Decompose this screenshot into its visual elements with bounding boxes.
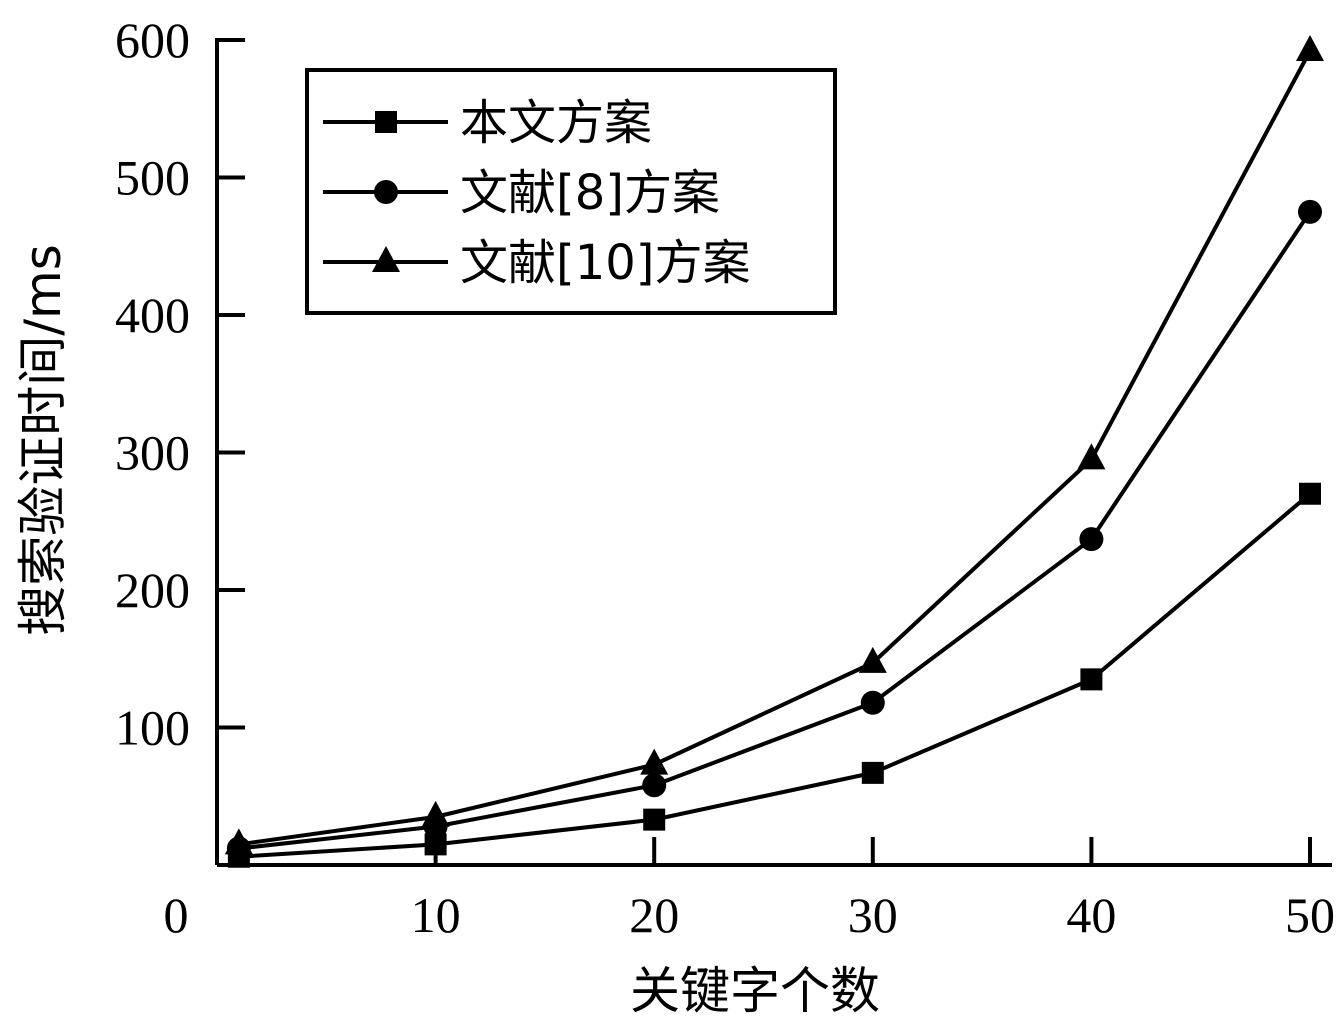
- data-point-triangle: [1077, 443, 1106, 470]
- legend-marker-triangle: [372, 246, 400, 272]
- data-point-circle: [642, 773, 667, 798]
- x-tick-label: 20: [629, 887, 679, 943]
- series-line: [238, 50, 1312, 847]
- data-point-circle: [1079, 527, 1104, 552]
- y-axis-title: 搜索验证时间/ms: [14, 244, 72, 636]
- series-square: [227, 482, 1321, 868]
- y-tick-label: 100: [115, 700, 190, 756]
- series-line: [238, 492, 1312, 859]
- data-point-square: [1299, 482, 1321, 505]
- data-point-square: [643, 808, 666, 831]
- series-layer: [224, 35, 1324, 868]
- data-point-triangle: [858, 646, 887, 673]
- data-point-triangle: [421, 800, 450, 827]
- x-tick-label: 50: [1285, 887, 1335, 943]
- data-point-square: [1080, 668, 1103, 691]
- data-point-triangle: [640, 748, 669, 775]
- y-tick-label: 600: [115, 12, 190, 68]
- legend-label: 本文方案: [460, 95, 652, 151]
- y-tick-label: 300: [115, 425, 190, 481]
- legend-marker-square: [375, 111, 397, 133]
- x-tick-label: 40: [1066, 887, 1116, 943]
- x-origin-label: 0: [164, 887, 189, 943]
- data-point-triangle: [1296, 35, 1324, 61]
- legend-label: 文献[10]方案: [460, 235, 751, 291]
- x-tick-label: 10: [411, 887, 461, 943]
- data-point-triangle: [224, 828, 253, 855]
- series-triangle: [224, 35, 1324, 855]
- legend-marker-circle: [374, 180, 398, 204]
- legend-label: 文献[8]方案: [460, 165, 720, 221]
- x-tick-label: 30: [848, 887, 898, 943]
- y-tick-label: 400: [115, 287, 190, 343]
- y-tick-label: 500: [115, 150, 190, 206]
- data-point-square: [861, 761, 884, 784]
- data-point-circle: [1298, 199, 1322, 224]
- data-point-circle: [860, 690, 885, 715]
- x-axis-title: 关键字个数: [630, 962, 880, 1020]
- series-line: [238, 210, 1312, 851]
- data-point-square: [424, 833, 447, 856]
- y-tick-label: 200: [115, 562, 190, 618]
